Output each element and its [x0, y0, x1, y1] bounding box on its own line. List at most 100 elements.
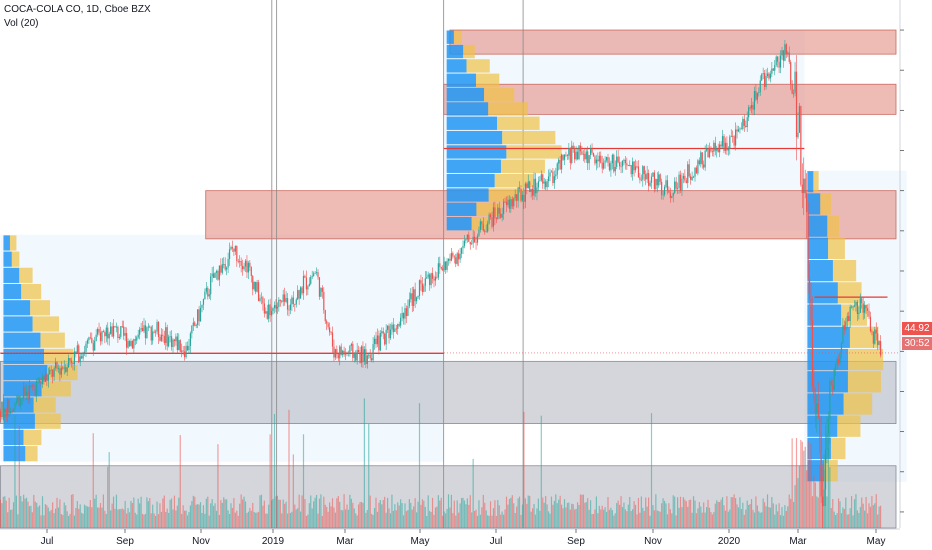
candle: [323, 291, 325, 311]
volume-bar: [569, 509, 571, 528]
volume-bar: [784, 505, 786, 528]
volume-bar: [724, 510, 727, 528]
candle: [874, 329, 876, 344]
volume-profile-bar-down: [500, 159, 545, 173]
candle: [569, 148, 571, 163]
volume-profile-bar-down: [40, 332, 65, 348]
candle: [482, 224, 484, 231]
candle: [78, 345, 80, 363]
volume-bar: [342, 510, 344, 528]
volume-bar: [753, 512, 756, 528]
volume-bar: [484, 502, 486, 528]
candle: [492, 207, 495, 227]
candle: [653, 172, 656, 189]
volume-bar: [50, 509, 52, 528]
candle: [642, 166, 644, 180]
volume-bar: [566, 502, 569, 528]
candle: [568, 148, 570, 156]
volume-bar: [33, 494, 35, 528]
candle: [550, 171, 553, 173]
volume-bar: [30, 505, 32, 528]
candle: [401, 312, 403, 318]
candle: [775, 56, 777, 66]
candle: [742, 118, 744, 130]
volume-bar: [817, 497, 819, 528]
candle: [774, 65, 776, 71]
volume-bar: [771, 496, 773, 528]
volume-profile-bar-up: [3, 348, 45, 364]
candle: [339, 346, 341, 359]
candle: [75, 351, 77, 354]
volume-bar: [12, 502, 15, 528]
volume-bar: [101, 507, 103, 528]
volume-bar: [131, 503, 134, 528]
volume-profile-bar-down: [828, 237, 845, 260]
candle: [210, 276, 212, 295]
volume-profile-bar-down: [9, 235, 17, 251]
volume-bar: [272, 498, 274, 528]
volume-bar: [117, 509, 119, 528]
candle: [472, 236, 474, 244]
candle: [505, 201, 508, 206]
volume-profile-bar-down: [11, 251, 20, 267]
candle: [205, 287, 207, 292]
candle: [450, 253, 453, 261]
volume-indicator-label[interactable]: Vol (20): [4, 18, 39, 29]
candle: [291, 297, 293, 305]
volume-bar: [871, 496, 873, 528]
volume-profile-bar-up: [446, 202, 477, 216]
candle: [594, 156, 596, 164]
volume-bar: [861, 497, 863, 528]
volume-bar: [83, 504, 86, 528]
candle: [452, 253, 454, 257]
candle: [713, 142, 715, 152]
candle: [298, 290, 300, 299]
volume-bar: [579, 494, 582, 528]
volume-bar: [781, 507, 783, 528]
candle: [662, 194, 664, 196]
candle: [726, 142, 728, 151]
candle: [875, 329, 877, 334]
volume-bar: [155, 515, 157, 528]
candle: [872, 331, 874, 344]
volume-profile-bar-down: [497, 116, 540, 130]
candle: [410, 293, 412, 300]
volume-bar: [291, 511, 293, 528]
volume-bar: [749, 503, 751, 528]
volume-bar: [363, 398, 366, 528]
candle: [43, 376, 45, 382]
volume-bar: [10, 509, 12, 528]
candle: [737, 129, 740, 132]
time-tick-label: Mar: [789, 536, 807, 547]
candle: [817, 403, 819, 418]
volume-bar: [44, 504, 47, 528]
candle: [598, 155, 600, 162]
volume-bar: [745, 509, 747, 528]
candle: [18, 396, 20, 406]
candle: [384, 333, 386, 345]
volume-bar: [294, 504, 296, 528]
candle: [288, 309, 290, 311]
volume-bar: [242, 499, 244, 528]
candle: [199, 307, 202, 322]
volume-bar: [63, 502, 65, 528]
volume-bar: [66, 511, 68, 528]
candle: [443, 261, 445, 271]
candle: [416, 297, 418, 302]
volume-bar: [510, 497, 512, 528]
volume-bar: [617, 500, 619, 528]
volume-profile-bar-up: [807, 193, 821, 215]
volume-bar: [576, 502, 579, 528]
volume-bar: [874, 503, 876, 528]
candle: [99, 332, 102, 342]
candle: [20, 398, 22, 406]
volume-bar: [556, 503, 558, 528]
volume-bar: [157, 514, 160, 528]
candle: [69, 357, 71, 361]
volume-bar: [658, 510, 660, 528]
candle: [305, 277, 308, 290]
candle: [191, 325, 193, 334]
volume-bar: [247, 511, 250, 528]
candle: [566, 155, 569, 156]
